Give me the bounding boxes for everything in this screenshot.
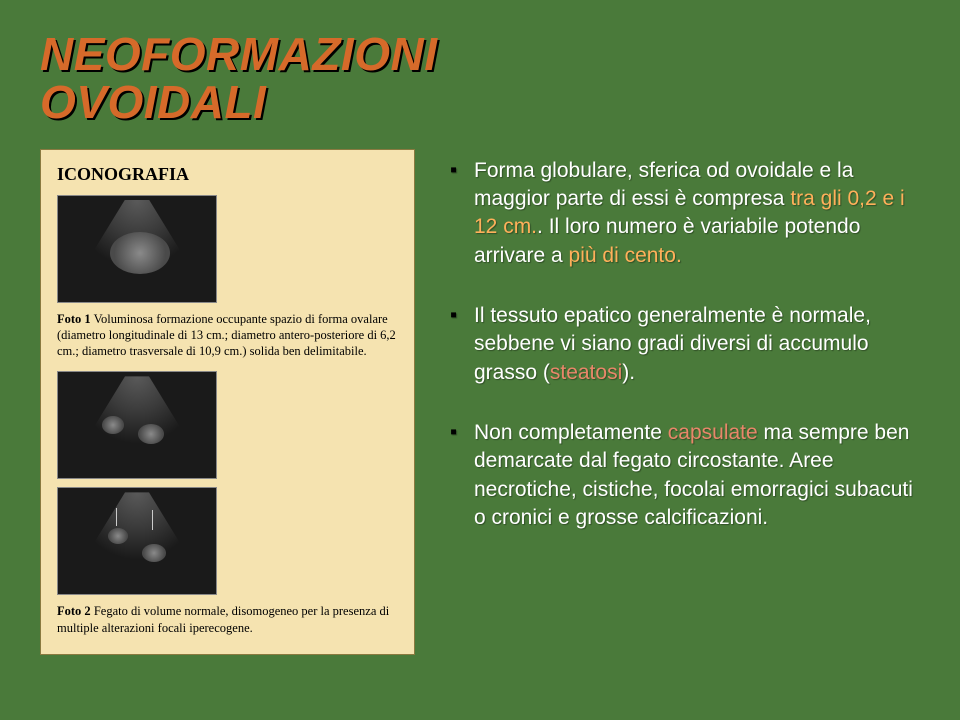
figure-heading: ICONOGRAFIA: [57, 164, 398, 185]
bullet-1: Forma globulare, sferica od ovoidale e l…: [450, 157, 920, 270]
content-row: ICONOGRAFIA Foto 1 Voluminosa formazione…: [40, 149, 920, 655]
bullet-2: Il tessuto epatico generalmente è normal…: [450, 302, 920, 387]
caption-1-label: Foto 1: [57, 312, 91, 326]
ultrasound-image-1: [57, 195, 217, 303]
caption-2: Foto 2 Fegato di volume normale, disomog…: [57, 603, 398, 636]
bullet-1-accent-b: più di cento.: [569, 244, 682, 267]
iconography-panel: ICONOGRAFIA Foto 1 Voluminosa formazione…: [40, 149, 415, 655]
bullet-3-accent: capsulate: [668, 421, 758, 444]
slide: NEOFORMAZIONI OVOIDALI ICONOGRAFIA Foto …: [0, 0, 960, 720]
figure-column: ICONOGRAFIA Foto 1 Voluminosa formazione…: [40, 149, 415, 655]
bullet-3-text-a: Non completamente: [474, 421, 668, 444]
title-line-1: NEOFORMAZIONI: [40, 28, 437, 80]
bullet-2-text-b: ).: [622, 361, 635, 384]
bullet-2-text-a: Il tessuto epatico generalmente è normal…: [474, 304, 871, 384]
title-line-2: OVOIDALI: [40, 76, 266, 128]
slide-title: NEOFORMAZIONI OVOIDALI: [40, 30, 920, 127]
caption-1: Foto 1 Voluminosa formazione occupante s…: [57, 311, 398, 360]
caption-2-text: Fegato di volume normale, disomogeneo pe…: [57, 604, 389, 634]
bullet-3: Non completamente capsulate ma sempre be…: [450, 419, 920, 532]
ultrasound-image-2: [57, 371, 217, 479]
bullet-list: Forma globulare, sferica od ovoidale e l…: [450, 149, 920, 655]
ultrasound-image-3: [57, 487, 217, 595]
caption-2-label: Foto 2: [57, 604, 91, 618]
caption-1-text: Voluminosa formazione occupante spazio d…: [57, 312, 396, 359]
bullet-2-accent: steatosi: [550, 361, 622, 384]
